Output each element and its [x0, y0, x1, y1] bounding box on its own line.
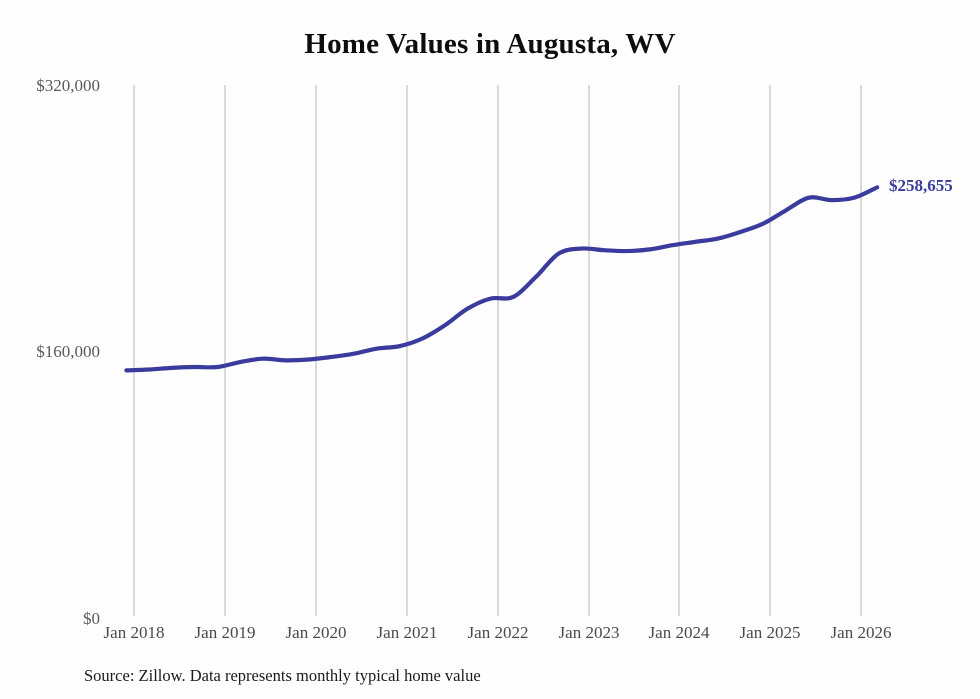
x-tick-jan-2018: Jan 2018 [103, 623, 165, 642]
y-tick-320000: $320,000 [36, 76, 100, 95]
x-tick-jan-2022: Jan 2022 [467, 623, 529, 642]
x-tick-jan-2024: Jan 2024 [648, 623, 710, 642]
y-tick-0: $0 [83, 609, 100, 628]
x-tick-jan-2020: Jan 2020 [285, 623, 347, 642]
x-tick-jan-2023: Jan 2023 [558, 623, 620, 642]
end-value-label: $258,655 [889, 176, 953, 195]
gridlines [133, 85, 862, 616]
y-tick-160000: $160,000 [36, 342, 100, 361]
home-value-line [124, 185, 880, 373]
x-tick-jan-2019: Jan 2019 [194, 623, 256, 642]
x-tick-jan-2021: Jan 2021 [376, 623, 438, 642]
page-title: Home Values in Augusta, WV [304, 28, 676, 60]
x-tick-jan-2025: Jan 2025 [739, 623, 801, 642]
source-note: Source: Zillow. Data represents monthly … [84, 666, 481, 685]
x-tick-jan-2026: Jan 2026 [830, 623, 892, 642]
